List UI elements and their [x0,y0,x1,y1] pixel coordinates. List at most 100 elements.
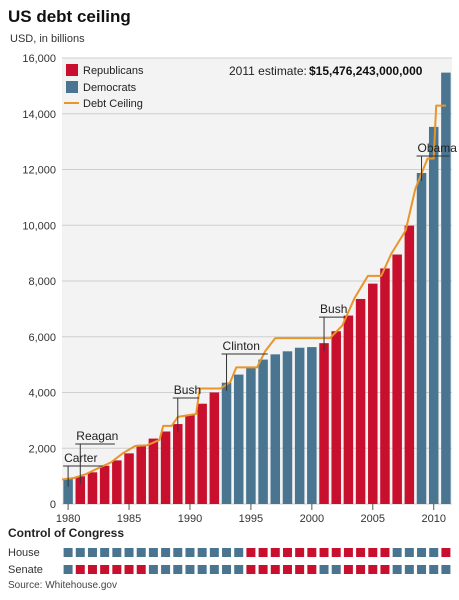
president-label: Reagan [76,429,118,443]
congress-cell [295,548,305,557]
congress-cell [417,565,427,574]
congress-row-label: Senate [8,564,43,576]
bar-1996 [258,359,268,504]
x-tick-label: 1995 [239,513,263,525]
president-labels: CarterReaganBushClintonBushObama [63,141,457,487]
congress-cell [185,565,195,574]
congress-cell [112,565,122,574]
congress-cell [87,548,97,557]
y-tick-label: 6,000 [28,332,56,344]
congress-cell [282,565,292,574]
bar-1986 [136,444,146,504]
legend-democrats-swatch [66,81,78,93]
bar-1998 [282,351,293,504]
congress-cell [295,565,305,574]
congress-cell [392,548,402,557]
congress-cell [258,565,268,574]
bar-1988 [160,431,171,504]
president-label: Obama [418,141,458,155]
congress-cell [441,548,451,557]
congress-cell [343,565,353,574]
congress-cell [368,548,378,557]
legend-debt-ceiling: Debt Ceiling [83,98,143,110]
bar-2000 [307,347,317,504]
congress-cell [209,548,219,557]
bar-1987 [148,438,159,504]
congress-cell [112,548,122,557]
congress-cell [161,565,171,574]
bar-2011 [441,72,451,504]
estimate-label: 2011 estimate: [229,64,307,78]
congress-cell [356,565,366,574]
x-tick-label: 2010 [421,513,445,525]
x-tick-label: 2005 [361,513,385,525]
x-tick-label: 1990 [178,513,202,525]
president-label: Bush [174,383,201,397]
chart-subtitle: USD, in billions [10,33,85,45]
congress-cell [270,565,280,574]
bar-2003 [343,315,354,504]
congress-cell [368,565,378,574]
bar-1994 [233,374,244,504]
congress-cell [331,565,341,574]
congress-cell [222,548,232,557]
y-tick-label: 10,000 [22,220,56,232]
president-label: Bush [320,302,347,316]
congress-cell [87,565,97,574]
congress-cell [343,548,353,557]
y-tick-label: 14,000 [22,109,56,121]
congress-cell [124,565,134,574]
debt-bars [63,72,451,505]
y-tick-label: 16,000 [22,53,56,65]
source-note: Source: Whitehouse.gov [8,580,117,591]
congress-cell [319,565,329,574]
congress-cell [63,548,73,557]
legend-republicans: Republicans [83,65,144,77]
x-tick-label: 2000 [300,513,324,525]
ceiling-line [61,104,446,481]
congress-title: Control of Congress [8,526,124,540]
congress-cell [136,548,146,557]
congress-cell [222,565,232,574]
congress-cell [234,565,244,574]
y-axis: 0 2,000 4,000 6,000 8,000 10,000 12,000 14,000 1… [22,53,56,511]
bar-2007 [392,254,402,504]
congress-cell [63,565,73,574]
bar-1990 [185,414,195,504]
bar-1989 [173,424,183,504]
congress-cell [100,565,110,574]
x-tick-label: 1985 [117,513,141,525]
congress-cell [197,548,207,557]
congress-cell [100,548,110,557]
congress-cell [417,548,427,557]
legend-democrats: Democrats [83,82,137,94]
bar-1982 [87,472,98,504]
estimate-annotation: 2011 estimate: $15,476,243,000,000 [229,64,423,78]
bar-1984 [112,460,122,504]
bar-1980 [63,478,73,504]
bar-1999 [294,347,305,504]
bar-1985 [124,453,134,504]
congress-cell [429,565,439,574]
bar-2009 [416,172,427,505]
congress-cell [173,565,183,574]
y-tick-label: 0 [50,499,56,511]
congress-row-label: House [8,547,40,559]
congress-cell [124,548,134,557]
congress-cell [331,548,341,557]
congress-cell [392,565,402,574]
congress-cell [258,548,268,557]
congress-cell [282,548,292,557]
bar-2004 [355,298,366,504]
bar-2001 [319,343,329,504]
y-tick-label: 4,000 [28,388,56,400]
bar-2008 [404,225,415,504]
congress-cell [380,565,390,574]
congress-cell [148,565,158,574]
congress-cell [185,548,195,557]
chart-title: US debt ceiling [8,7,131,26]
congress-cell [246,565,256,574]
bar-1995 [246,366,256,504]
congress-cell [234,548,244,557]
congress-cell [75,548,85,557]
